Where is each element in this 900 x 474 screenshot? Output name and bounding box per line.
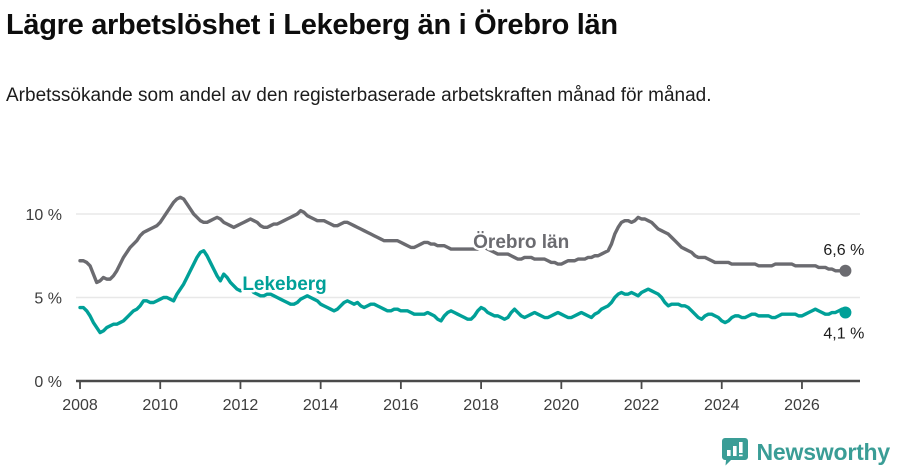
x-tick-label: 2020 bbox=[544, 397, 580, 414]
y-tick-label: 0 % bbox=[34, 374, 62, 391]
x-tick-label: 2012 bbox=[223, 397, 259, 414]
x-tick-label: 2024 bbox=[704, 397, 740, 414]
brand-name: Newsworthy bbox=[756, 438, 891, 465]
gridlines-group bbox=[76, 213, 860, 383]
end-labels-group: 6,6 % 4,1 % bbox=[823, 242, 864, 343]
x-tick-label: 2014 bbox=[303, 397, 339, 414]
x-tick-label: 2010 bbox=[142, 397, 178, 414]
bar-chart-bubble-icon bbox=[721, 438, 748, 466]
line-chart: 0 %5 %10 % 2008 2010 2012 2014 2016 2018 2020 2… bbox=[26, 195, 864, 414]
x-tick-label: 2022 bbox=[624, 397, 660, 414]
x-tick-label: 2008 bbox=[62, 397, 98, 414]
series-line bbox=[78, 249, 848, 335]
orebro-end-value: 6,6 % bbox=[823, 242, 864, 259]
page-subtitle: Arbetssökande som andel av den registerb… bbox=[6, 85, 712, 106]
y-axis-labels-group: 0 % 5 % 10 % bbox=[26, 207, 62, 391]
lekeberg-end-value: 4,1 % bbox=[823, 326, 864, 343]
series-end-dot bbox=[839, 264, 852, 277]
x-tick-label: 2016 bbox=[383, 397, 419, 414]
y-tick-label: 5 % bbox=[34, 291, 62, 308]
orebro-series-label: Örebro län bbox=[473, 232, 569, 253]
series-group bbox=[78, 195, 852, 335]
x-tick-label: 2018 bbox=[463, 397, 499, 414]
x-axis-labels-group: 2008 2010 2012 2014 2016 2018 2020 2022 2024 2026 bbox=[62, 397, 820, 414]
page-title: Lägre arbetslöshet i Lekeberg än i Örebr… bbox=[6, 9, 618, 41]
newsworthy-logo[interactable]: Newsworthy bbox=[721, 438, 891, 466]
series-end-dot bbox=[839, 306, 852, 319]
chart-container: 0 % 5 % 10 % 2008 2010 2012 2014 2016 2018 2020 2… bbox=[0, 170, 900, 420]
series-line bbox=[78, 195, 848, 285]
x-axis-group bbox=[79, 381, 803, 389]
x-tick-label: 2026 bbox=[784, 397, 820, 414]
lekeberg-series-label: Lekeberg bbox=[242, 274, 326, 295]
series-annotations-group: Örebro län Lekeberg bbox=[240, 230, 572, 298]
y-tick-label: 10 % bbox=[26, 207, 62, 224]
